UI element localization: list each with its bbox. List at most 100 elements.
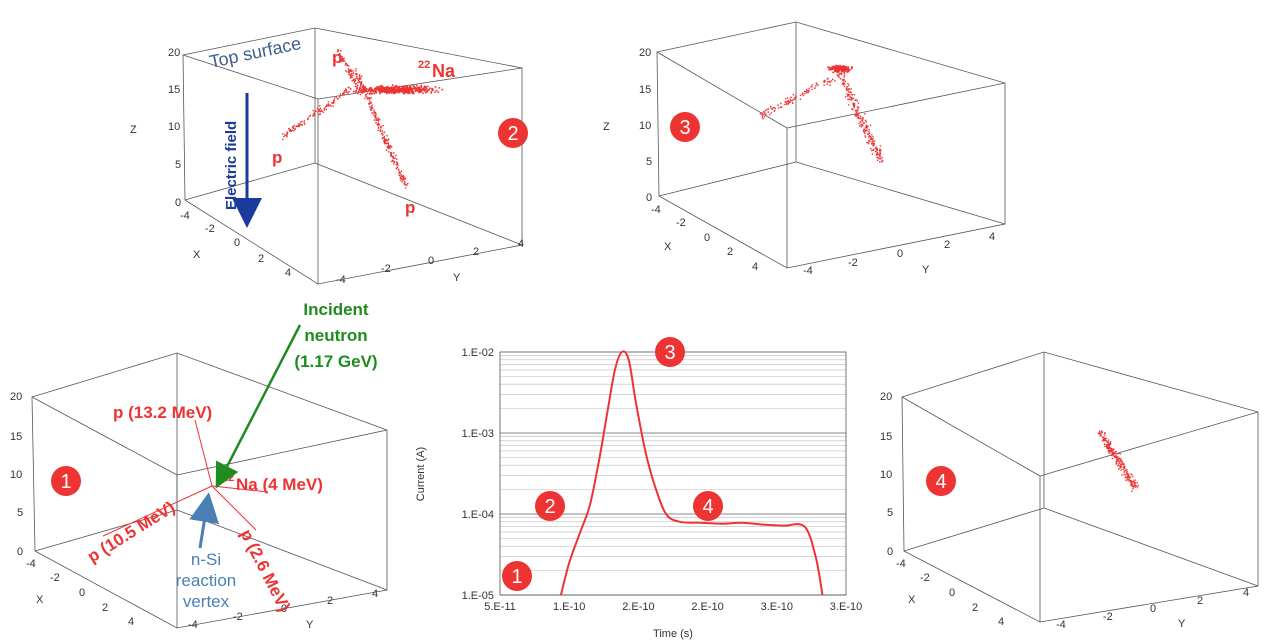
track-dot	[799, 94, 802, 97]
track-dot	[406, 184, 408, 186]
track-dot	[323, 107, 325, 110]
track-dot	[364, 85, 366, 88]
track-dot	[372, 89, 375, 92]
track-dot	[289, 130, 291, 132]
track-dot	[395, 154, 397, 157]
track-dot	[787, 97, 789, 99]
track-dot	[339, 93, 342, 95]
track-dot	[397, 86, 399, 89]
y-tick: 0	[428, 255, 434, 267]
panel-2-badge: 2	[498, 118, 528, 148]
track-dot	[1121, 463, 1123, 465]
y-tick-label: 1.E-02	[462, 347, 494, 359]
track-dot	[418, 87, 420, 90]
x-tick-label: 2.E-10	[691, 601, 723, 613]
track-dot	[401, 181, 403, 183]
track-dot	[354, 83, 357, 85]
track-dot	[347, 93, 349, 95]
track-dot	[1101, 436, 1104, 438]
track-dot	[842, 67, 844, 69]
track-dot	[850, 91, 852, 93]
track-dot	[862, 118, 864, 121]
track-dot	[388, 145, 390, 147]
badge-number: 1	[60, 471, 71, 493]
track-dot	[383, 91, 386, 93]
vertex-label-line: n-Si	[191, 550, 221, 569]
track-dot	[791, 99, 793, 102]
track-dot	[773, 110, 775, 112]
track-dot	[337, 98, 339, 100]
track-dot	[1112, 449, 1114, 451]
track-dot	[847, 70, 850, 73]
track-dot	[840, 78, 842, 80]
track-dot	[1112, 454, 1115, 457]
track-dot	[415, 87, 418, 90]
track-dot	[863, 122, 866, 124]
track-dot	[300, 124, 302, 126]
track-dot	[404, 177, 406, 179]
track-dot	[379, 87, 382, 89]
track-dot	[829, 67, 831, 70]
track-dot	[370, 88, 372, 91]
track-dot	[859, 115, 862, 118]
track-dot	[308, 115, 311, 118]
track-dot	[386, 142, 388, 144]
track-dot	[383, 89, 386, 91]
track-dot	[412, 87, 415, 90]
track-dot	[769, 113, 771, 116]
track-dot	[358, 89, 361, 92]
panel-2: 20 15 10 5 0 Z -4 -2 0 2 4 X -4 -2 0 2 4…	[130, 27, 528, 286]
chart-y-axis-label: Current (A)	[415, 447, 427, 501]
track-dot	[854, 104, 856, 106]
track-dot	[381, 88, 383, 90]
track-dot	[1121, 462, 1123, 464]
track-dot	[839, 65, 841, 68]
track-dot	[402, 179, 404, 181]
track-dot	[855, 115, 858, 117]
x-tick: 4	[752, 261, 758, 273]
track-dot	[381, 91, 383, 93]
track-dot	[806, 88, 808, 91]
track-dot	[1104, 434, 1106, 436]
track-dot	[1115, 456, 1118, 458]
track-dot	[396, 167, 398, 169]
y-tick: 0	[1150, 603, 1156, 615]
track-dot	[785, 101, 787, 104]
track-dot	[362, 91, 365, 93]
track-dot	[301, 124, 303, 126]
track-dot	[853, 102, 856, 105]
track-dot	[348, 69, 350, 71]
z-tick: 5	[887, 507, 893, 519]
track-dot	[386, 85, 388, 88]
x-tick-label: 5.E-11	[484, 601, 516, 613]
track-dot	[365, 90, 367, 92]
track-dot	[1109, 441, 1112, 443]
x-tick: 0	[234, 237, 240, 249]
track-dot	[853, 94, 856, 96]
track-dot	[845, 66, 848, 68]
track-dot	[385, 88, 387, 90]
track-dot	[293, 124, 296, 127]
track-dot	[402, 88, 404, 90]
track-dot	[1123, 463, 1125, 465]
track-dot	[1135, 485, 1138, 487]
track-dot	[396, 158, 398, 160]
track-dot	[392, 89, 394, 91]
track-dot	[286, 132, 288, 135]
track-dot	[395, 91, 398, 93]
track-dot	[343, 90, 346, 92]
track-dot	[880, 158, 882, 160]
p-2-6-label: p (2.6 MeV)	[236, 526, 294, 615]
track-dot	[840, 68, 842, 70]
track-dot	[786, 100, 788, 103]
track-dot	[387, 139, 389, 141]
track-dot	[370, 102, 372, 104]
track-dot	[880, 149, 882, 152]
track-dot	[838, 74, 840, 76]
track-dot	[342, 59, 344, 61]
chart-annotation-1: 1	[502, 561, 532, 591]
track-dot	[370, 109, 373, 111]
track-dot	[341, 58, 343, 60]
track-dot	[865, 120, 867, 123]
track-dot	[322, 111, 324, 113]
